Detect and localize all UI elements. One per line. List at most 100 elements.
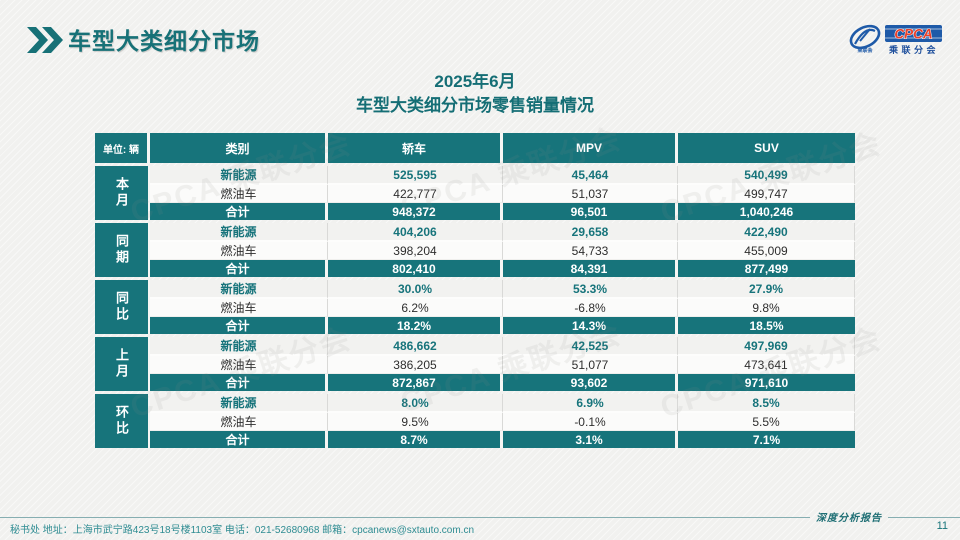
- table-row: 合计 18.2% 14.3% 18.5%: [150, 317, 855, 334]
- row-group-同期: 同期 新能源 404,206 29,658 422,490 燃油车 398,204 54,73…: [95, 223, 855, 277]
- row-group-label: 同期: [95, 223, 150, 277]
- table-title-month: 2025年6月: [434, 72, 516, 91]
- value-cell: 7.1%: [678, 431, 855, 448]
- row-label: 合计: [150, 203, 328, 220]
- column-header-类别: 类别: [150, 133, 328, 163]
- table-row: 合计 8.7% 3.1% 7.1%: [150, 431, 855, 448]
- value-cell: 455,009: [678, 242, 855, 260]
- row-group-label: 环比: [95, 394, 150, 448]
- row-label: 合计: [150, 317, 328, 334]
- column-header-SUV: SUV: [678, 133, 855, 163]
- row-label: 合计: [150, 260, 328, 277]
- row-group-label: 上月: [95, 337, 150, 391]
- row-label: 燃油车: [150, 413, 328, 431]
- page-number: 11: [936, 520, 948, 532]
- row-label: 新能源: [150, 280, 328, 299]
- row-group-rows: 新能源 525,595 45,464 540,499 燃油车 422,777 51,037 4…: [150, 166, 855, 220]
- value-cell: 499,747: [678, 185, 855, 203]
- table-title: 2025年6月 车型大类细分市场零售销量情况: [95, 70, 855, 118]
- footer-contact-info: 秘书处 地址：上海市武宁路423号18号楼1103室 电话：021-526809…: [10, 525, 475, 536]
- svg-text:CPCA: CPCA: [894, 27, 932, 42]
- table-title-caption: 车型大类细分市场零售销量情况: [356, 96, 594, 115]
- row-group-同比: 同比 新能源 30.0% 53.3% 27.9% 燃油车 6.2% -6.8% 9.8% 合计 18…: [95, 280, 855, 334]
- value-cell: 497,969: [678, 337, 855, 356]
- value-cell: 473,641: [678, 356, 855, 374]
- column-header-轿车: 轿车: [328, 133, 503, 163]
- value-cell: 54,733: [503, 242, 678, 260]
- svg-text:乘联分会: 乘联分会: [888, 44, 939, 55]
- row-group-rows: 新能源 30.0% 53.3% 27.9% 燃油车 6.2% -6.8% 9.8% 合计 18.2…: [150, 280, 855, 334]
- footer-divider-right: [888, 517, 960, 518]
- value-cell: 404,206: [328, 223, 503, 242]
- value-cell: 525,595: [328, 166, 503, 185]
- value-cell: 51,077: [503, 356, 678, 374]
- table-row: 新能源 30.0% 53.3% 27.9%: [150, 280, 855, 299]
- table-row: 新能源 486,662 42,525 497,969: [150, 337, 855, 356]
- table-row: 合计 948,372 96,501 1,040,246: [150, 203, 855, 220]
- row-label: 新能源: [150, 166, 328, 185]
- value-cell: 971,610: [678, 374, 855, 391]
- table-row: 合计 872,867 93,602 971,610: [150, 374, 855, 391]
- row-label: 合计: [150, 431, 328, 448]
- value-cell: 30.0%: [328, 280, 503, 299]
- value-cell: 51,037: [503, 185, 678, 203]
- cpca-logo: 乘联会 CPCA 乘联分会: [849, 24, 942, 55]
- value-cell: 27.9%: [678, 280, 855, 299]
- row-group-本月: 本月 新能源 525,595 45,464 540,499 燃油车 422,777 51,03…: [95, 166, 855, 220]
- value-cell: 45,464: [503, 166, 678, 185]
- value-cell: 18.5%: [678, 317, 855, 334]
- table-row: 新能源 525,595 45,464 540,499: [150, 166, 855, 185]
- report-tag: 深度分析报告: [816, 513, 882, 524]
- row-label: 燃油车: [150, 356, 328, 374]
- value-cell: 802,410: [328, 260, 503, 277]
- sales-table: CPCA 乘联分会CPCA 乘联分会CPCA 乘联分会CPCA 乘联分会CPCA…: [95, 122, 886, 448]
- value-cell: 386,205: [328, 356, 503, 374]
- value-cell: 8.5%: [678, 394, 855, 413]
- double-chevron-icon: [27, 27, 63, 53]
- svg-text:乘联会: 乘联会: [856, 47, 872, 54]
- value-cell: 84,391: [503, 260, 678, 277]
- row-label: 燃油车: [150, 299, 328, 317]
- value-cell: 96,501: [503, 203, 678, 220]
- value-cell: 877,499: [678, 260, 855, 277]
- row-group-环比: 环比 新能源 8.0% 6.9% 8.5% 燃油车 9.5% -0.1% 5.5% 合计 8.7% 3…: [95, 394, 855, 448]
- value-cell: -0.1%: [503, 413, 678, 431]
- value-cell: 6.9%: [503, 394, 678, 413]
- row-label: 合计: [150, 374, 328, 391]
- row-group-上月: 上月 新能源 486,662 42,525 497,969 燃油车 386,205 51,07…: [95, 337, 855, 391]
- row-group-rows: 新能源 486,662 42,525 497,969 燃油车 386,205 51,077 4…: [150, 337, 855, 391]
- value-cell: 18.2%: [328, 317, 503, 334]
- table-row: 合计 802,410 84,391 877,499: [150, 260, 855, 277]
- table-row: 燃油车 398,204 54,733 455,009: [150, 242, 855, 260]
- value-cell: 540,499: [678, 166, 855, 185]
- table-header-row: 单位: 辆类别 轿车 MPV SUV: [95, 133, 855, 163]
- value-cell: 42,525: [503, 337, 678, 356]
- value-cell: 422,777: [328, 185, 503, 203]
- value-cell: 422,490: [678, 223, 855, 242]
- row-group-rows: 新能源 404,206 29,658 422,490 燃油车 398,204 54,733 4…: [150, 223, 855, 277]
- cpca-logo-emblem-icon: 乘联会: [849, 24, 881, 54]
- footer-divider: [0, 517, 810, 518]
- row-label: 新能源: [150, 394, 328, 413]
- row-group-label: 同比: [95, 280, 150, 334]
- table-row: 新能源 404,206 29,658 422,490: [150, 223, 855, 242]
- row-label: 燃油车: [150, 242, 328, 260]
- row-label: 新能源: [150, 337, 328, 356]
- value-cell: 486,662: [328, 337, 503, 356]
- table-row: 燃油车 9.5% -0.1% 5.5%: [150, 413, 855, 431]
- value-cell: 398,204: [328, 242, 503, 260]
- value-cell: 29,658: [503, 223, 678, 242]
- row-label: 燃油车: [150, 185, 328, 203]
- table-row: 燃油车 386,205 51,077 473,641: [150, 356, 855, 374]
- row-group-rows: 新能源 8.0% 6.9% 8.5% 燃油车 9.5% -0.1% 5.5% 合计 8.7% 3.1…: [150, 394, 855, 448]
- value-cell: 8.0%: [328, 394, 503, 413]
- page-title: 车型大类细分市场: [68, 28, 260, 54]
- row-group-label: 本月: [95, 166, 150, 220]
- value-cell: 1,040,246: [678, 203, 855, 220]
- value-cell: 14.3%: [503, 317, 678, 334]
- value-cell: 872,867: [328, 374, 503, 391]
- value-cell: 948,372: [328, 203, 503, 220]
- value-cell: 9.5%: [328, 413, 503, 431]
- table-row: 燃油车 6.2% -6.8% 9.8%: [150, 299, 855, 317]
